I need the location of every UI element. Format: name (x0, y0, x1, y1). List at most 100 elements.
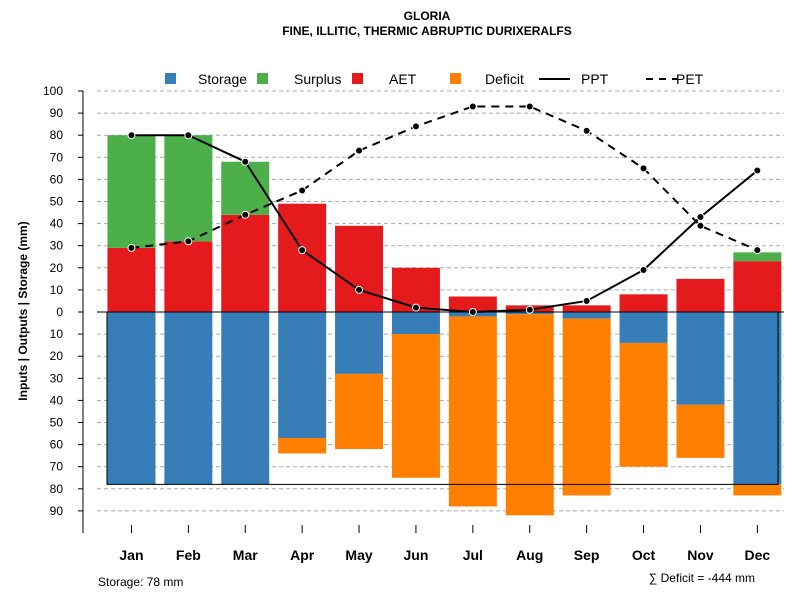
bar-deficit-jul (448, 316, 497, 507)
bar-aet-may (335, 225, 384, 312)
bar-aet-dec (733, 261, 782, 312)
legend-label-ppt: PPT (581, 71, 609, 87)
bar-aet-mar (221, 214, 270, 312)
x-tick-label-nov: Nov (687, 547, 714, 563)
y-tick-label: 50 (50, 416, 64, 430)
point-ppt-nov (696, 212, 705, 221)
point-pet-apr (298, 186, 307, 195)
y-tick-label: 80 (50, 128, 64, 142)
point-pet-sep (582, 126, 591, 135)
y-tick-label: 30 (50, 371, 64, 385)
y-tick-label: 40 (50, 217, 64, 231)
bar-storage-dec (733, 312, 782, 485)
y-tick-label: 90 (50, 504, 64, 518)
legend-swatch-deficit (450, 73, 461, 84)
y-tick-label: 100 (43, 84, 63, 98)
bars-group (107, 135, 782, 516)
point-pet-jul (468, 102, 477, 111)
bar-deficit-may (335, 373, 384, 450)
bar-storage-may (335, 312, 384, 374)
y-tick-label: 30 (50, 239, 64, 253)
y-tick-label: 90 (50, 106, 64, 120)
x-tick-label-feb: Feb (176, 547, 201, 563)
legend-swatch-storage (165, 73, 176, 84)
bar-storage-jun (391, 312, 440, 335)
point-pet-jan (127, 243, 136, 252)
bar-deficit-nov (676, 404, 725, 458)
y-tick-label: 50 (50, 195, 64, 209)
y-tick-label: 20 (50, 349, 64, 363)
bar-aet-jul (448, 296, 497, 312)
x-tick-label-mar: Mar (233, 547, 258, 563)
y-tick-label: 80 (50, 482, 64, 496)
point-ppt-jan (127, 131, 136, 140)
chart-title: GLORIA (404, 9, 451, 23)
y-tick-label: 10 (50, 283, 64, 297)
bar-storage-jan (107, 312, 156, 485)
point-ppt-jul (468, 308, 477, 316)
point-pet-oct (639, 164, 648, 173)
point-ppt-aug (525, 305, 534, 314)
x-tick-label-jan: Jan (119, 547, 143, 563)
storage-frame (97, 311, 784, 485)
point-ppt-feb (184, 131, 193, 140)
point-ppt-sep (582, 296, 591, 305)
line-pet (131, 105, 758, 252)
point-pet-may (355, 146, 364, 155)
point-ppt-mar (241, 157, 250, 166)
bar-deficit-oct (619, 342, 668, 467)
point-pet-nov (696, 221, 705, 230)
footer-storage: Storage: 78 mm (98, 575, 183, 589)
bar-deficit-sep (562, 318, 611, 496)
y-tick-label: 60 (50, 438, 64, 452)
x-tick-label-dec: Dec (745, 547, 771, 563)
point-pet-mar (241, 210, 250, 219)
point-pet-jun (411, 122, 420, 131)
legend-label-storage: Storage (198, 71, 247, 87)
bar-deficit-aug (505, 314, 554, 516)
bar-deficit-apr (278, 437, 327, 454)
legend-label-surplus: Surplus (294, 71, 341, 87)
point-pet-feb (184, 237, 193, 246)
x-axis: Jan Feb Mar Apr May Jun Jul Aug Sep Oct Nov Dec (119, 525, 770, 563)
x-tick-label-jul: Jul (463, 547, 483, 563)
legend-swatch-surplus (257, 73, 268, 84)
bar-storage-nov (676, 312, 725, 405)
bar-storage-feb (164, 312, 213, 485)
y-tick-label: 40 (50, 393, 64, 407)
bar-deficit-jun (391, 334, 440, 478)
point-pet-aug (525, 102, 534, 111)
point-ppt-may (355, 285, 364, 294)
legend-label-aet: AET (389, 71, 417, 87)
x-tick-label-may: May (345, 547, 372, 563)
bar-storage-sep (562, 312, 611, 319)
x-tick-label-apr: Apr (290, 547, 315, 563)
bar-surplus-feb (164, 135, 213, 242)
x-tick-label-aug: Aug (516, 547, 543, 563)
bar-aet-jan (107, 247, 156, 312)
lines-group (127, 102, 762, 316)
y-axis-label: Inputs | Outputs | Storage (mm) (16, 221, 30, 400)
legend-label-pet: PET (676, 71, 704, 87)
y-tick-label: 20 (50, 261, 64, 275)
bar-aet-oct (619, 294, 668, 312)
bar-deficit-dec (733, 484, 782, 496)
point-ppt-oct (639, 266, 648, 275)
y-tick-label: 60 (50, 172, 64, 186)
x-tick-label-jun: Jun (404, 547, 429, 563)
y-tick-label: 10 (50, 327, 64, 341)
y-tick-label: 0 (56, 305, 63, 319)
line-ppt (131, 134, 758, 314)
x-tick-label-oct: Oct (632, 547, 656, 563)
bar-storage-oct (619, 312, 668, 343)
y-tick-label: 70 (50, 150, 64, 164)
bar-surplus-jan (107, 135, 156, 248)
legend-swatch-aet (352, 73, 363, 84)
point-pet-dec (753, 246, 762, 255)
bar-surplus-dec (733, 252, 782, 262)
point-ppt-apr (298, 246, 307, 255)
footer-deficit: ∑ Deficit = -444 mm (649, 571, 755, 585)
point-ppt-dec (753, 166, 762, 175)
bar-aet-apr (278, 203, 327, 312)
bar-aet-sep (562, 305, 611, 312)
